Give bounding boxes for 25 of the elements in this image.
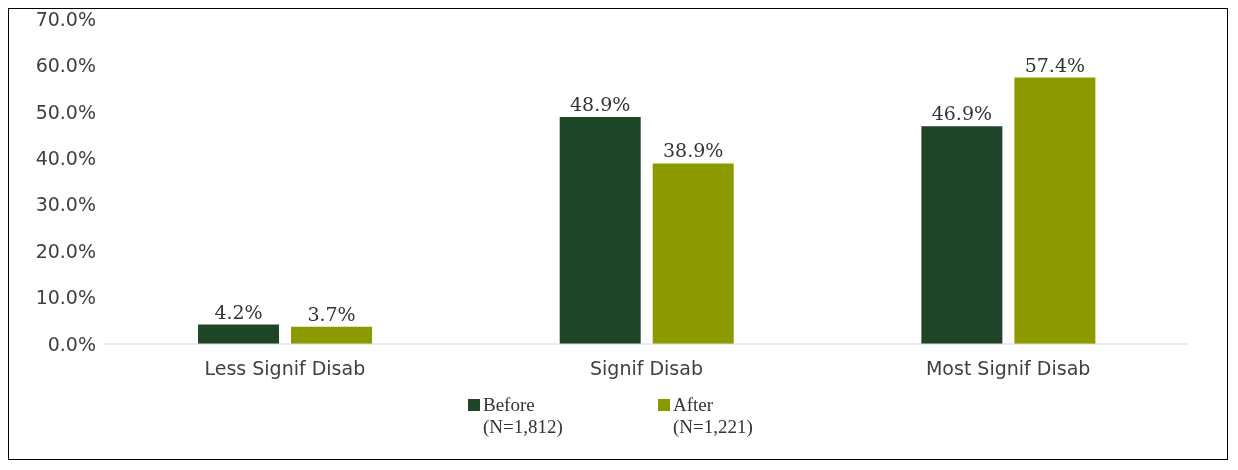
x-tick-label: Signif Disab <box>590 357 703 380</box>
bar <box>652 163 734 344</box>
x-tick-label: Most Signif Disab <box>925 357 1091 380</box>
y-tick-label: 20.0% <box>35 239 96 262</box>
data-label: 38.9% <box>663 139 724 162</box>
y-tick-label: 10.0% <box>35 286 96 309</box>
bar <box>559 116 641 344</box>
legend-label: After (N=1,221) <box>673 394 754 438</box>
data-label: 57.4% <box>1024 53 1086 76</box>
bar <box>198 324 280 344</box>
x-tick-label: Less Signif Disab <box>204 357 366 380</box>
y-tick-label: 0.0% <box>47 332 96 355</box>
data-label: 46.9% <box>931 102 993 125</box>
bar <box>921 126 1003 344</box>
bar <box>1014 77 1096 344</box>
bar <box>291 326 373 344</box>
y-tick-label: 40.0% <box>35 147 96 170</box>
y-tick-label: 50.0% <box>35 100 96 123</box>
y-tick-label: 70.0% <box>35 7 96 30</box>
legend-label: Before (N=1,812) <box>483 394 564 438</box>
data-label: 4.2% <box>214 300 263 323</box>
data-label: 48.9% <box>570 92 631 115</box>
data-label: 3.7% <box>307 302 356 325</box>
y-tick-label: 30.0% <box>35 193 96 216</box>
y-tick-label: 60.0% <box>35 54 96 77</box>
